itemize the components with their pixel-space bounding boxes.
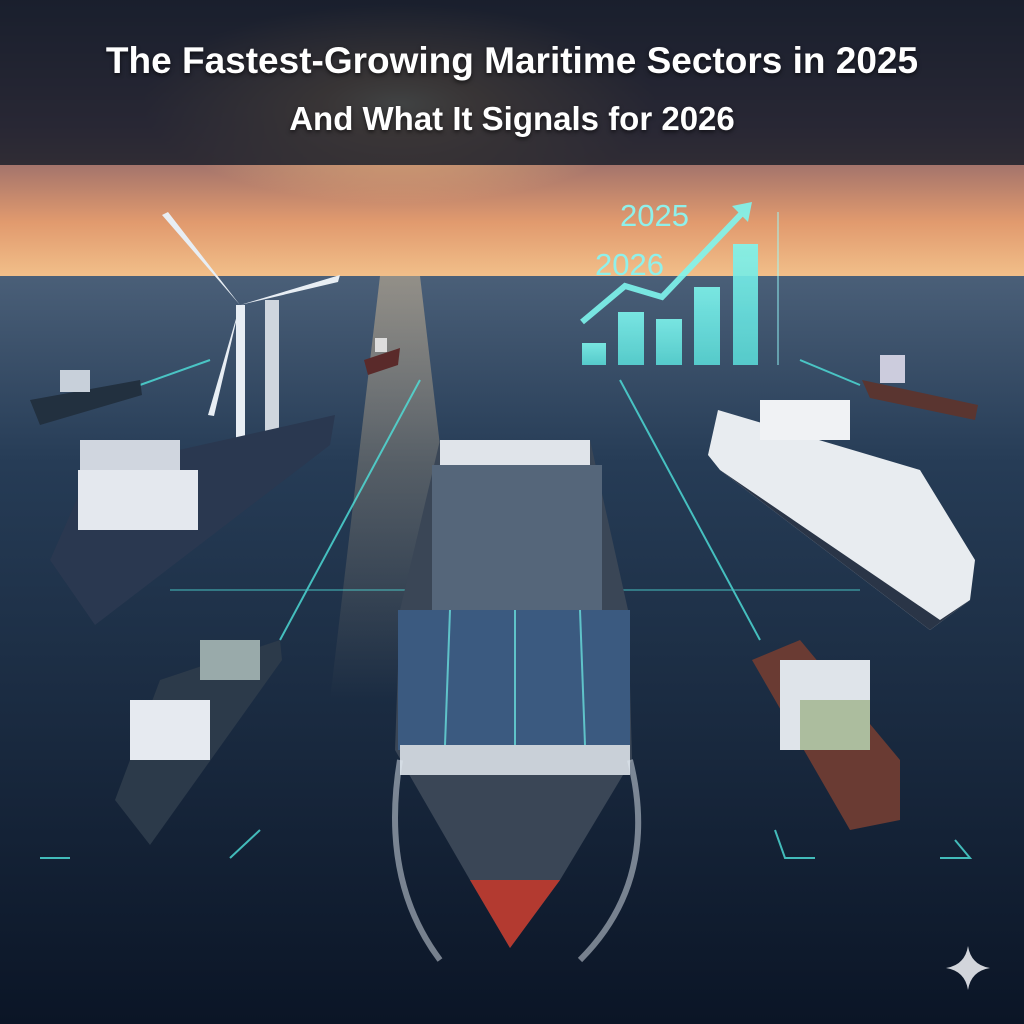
supply-vessel-right: [752, 640, 900, 830]
growth-chart: [580, 202, 779, 365]
cruise-ship: [708, 400, 975, 630]
ship-left-back: [30, 370, 142, 425]
page-title: The Fastest-Growing Maritime Sectors in …: [105, 40, 919, 81]
ship-right-back: [862, 355, 978, 420]
supply-vessel-left: [115, 640, 282, 845]
wind-turbine: [162, 212, 340, 480]
chart-bar: [656, 319, 682, 365]
container-ship: [395, 440, 632, 948]
chart-bar: [733, 244, 758, 365]
chart-bar: [694, 287, 720, 365]
chart-bar: [618, 312, 644, 365]
chart-bar: [582, 343, 606, 365]
sparkle-icon: [946, 946, 990, 990]
arrow-head: [732, 202, 752, 222]
ship-center-back: [364, 338, 400, 375]
page-subtitle: And What It Signals for 2026: [289, 100, 735, 137]
offshore-vessel: [50, 415, 335, 625]
chart-label-2026: 2026: [595, 247, 664, 282]
trend-arrow: [580, 207, 748, 325]
title-banner: The Fastest-Growing Maritime Sectors in …: [0, 0, 1024, 165]
chart-label-2025: 2025: [620, 198, 689, 233]
wake: [392, 759, 642, 963]
